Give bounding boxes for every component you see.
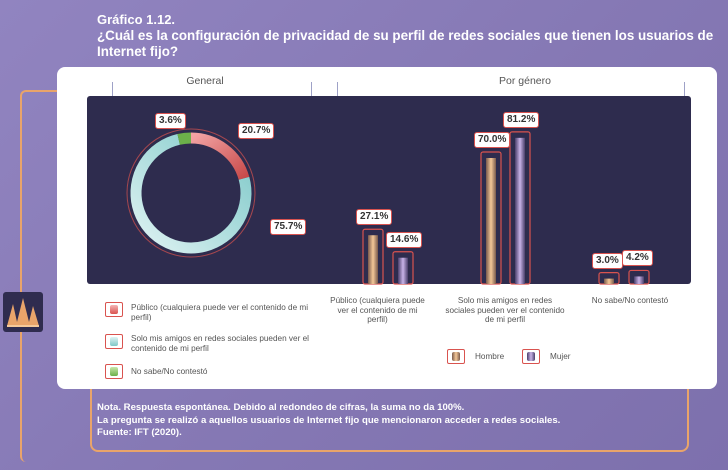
legend-swatch-amigos: [105, 334, 123, 349]
legend-label-publico: Público (cualquiera puede ver el conteni…: [131, 303, 309, 322]
legend-label-amigos: Solo mis amigos en redes sociales pueden…: [131, 334, 309, 353]
bar-label-mujer-2: 4.2%: [622, 250, 653, 267]
note-line-1: Nota. Respuesta espontánea. Debido al re…: [97, 402, 465, 413]
legend-swatch-mujer: [522, 349, 540, 364]
donut-label-publico: 20.7%: [238, 123, 275, 139]
donut-slice-amigos: [130, 134, 252, 254]
bar-hombre-2: [604, 278, 614, 284]
legend-label-nosabe: No sabe/No contestó: [131, 367, 208, 376]
legend-label-hombre: Hombre: [475, 352, 505, 361]
donut-slice-nosabe: [177, 132, 192, 145]
legend-swatch-nosabe: [105, 364, 123, 379]
donut-label-nosabe: 3.6%: [155, 113, 186, 129]
donut-outline: [126, 128, 256, 258]
donut-slice-publico: [190, 132, 250, 181]
bar-mujer-1: [515, 137, 525, 284]
category-label-amigos: Solo mis amigos en redes sociales pueden…: [445, 296, 565, 324]
legend-swatch-hombre: [447, 349, 465, 364]
donut-label-amigos: 75.7%: [270, 219, 307, 235]
category-label-nosabe: No sabe/No contestó: [591, 296, 669, 305]
bar-label-mujer-1: 81.2%: [503, 111, 540, 128]
bar-hombre-0: [368, 235, 378, 284]
legend-swatch-publico: [105, 302, 123, 317]
bar-mujer-2: [634, 276, 644, 284]
section-title-general: General: [186, 75, 224, 87]
legend-label-mujer: Mujer: [550, 352, 571, 361]
note-line-3: Fuente: IFT (2020).: [97, 427, 182, 438]
decorative-frame-line-bottom: [90, 388, 689, 452]
bar-label-hombre-2: 3.0%: [592, 252, 623, 269]
chart-title: ¿Cuál es la configuración de privacidad …: [97, 28, 714, 59]
chart-icon: [3, 292, 43, 332]
section-title-gender: Por género: [499, 75, 551, 87]
bar-mujer-0: [398, 257, 408, 284]
category-label-publico: Público (cualquiera puede ver el conteni…: [330, 296, 425, 324]
figure-number: Gráfico 1.12.: [97, 12, 176, 27]
bar-label-mujer-0: 14.6%: [386, 231, 423, 248]
notes: Nota. Respuesta espontánea. Debido al re…: [97, 402, 560, 440]
bar-hombre-1: [486, 158, 496, 284]
decorative-frame-line: [20, 90, 62, 462]
bar-label-hombre-0: 27.1%: [356, 209, 393, 226]
note-line-2: La pregunta se realizó a aquellos usuari…: [97, 414, 561, 426]
bar-label-hombre-1: 70.0%: [474, 132, 511, 148]
